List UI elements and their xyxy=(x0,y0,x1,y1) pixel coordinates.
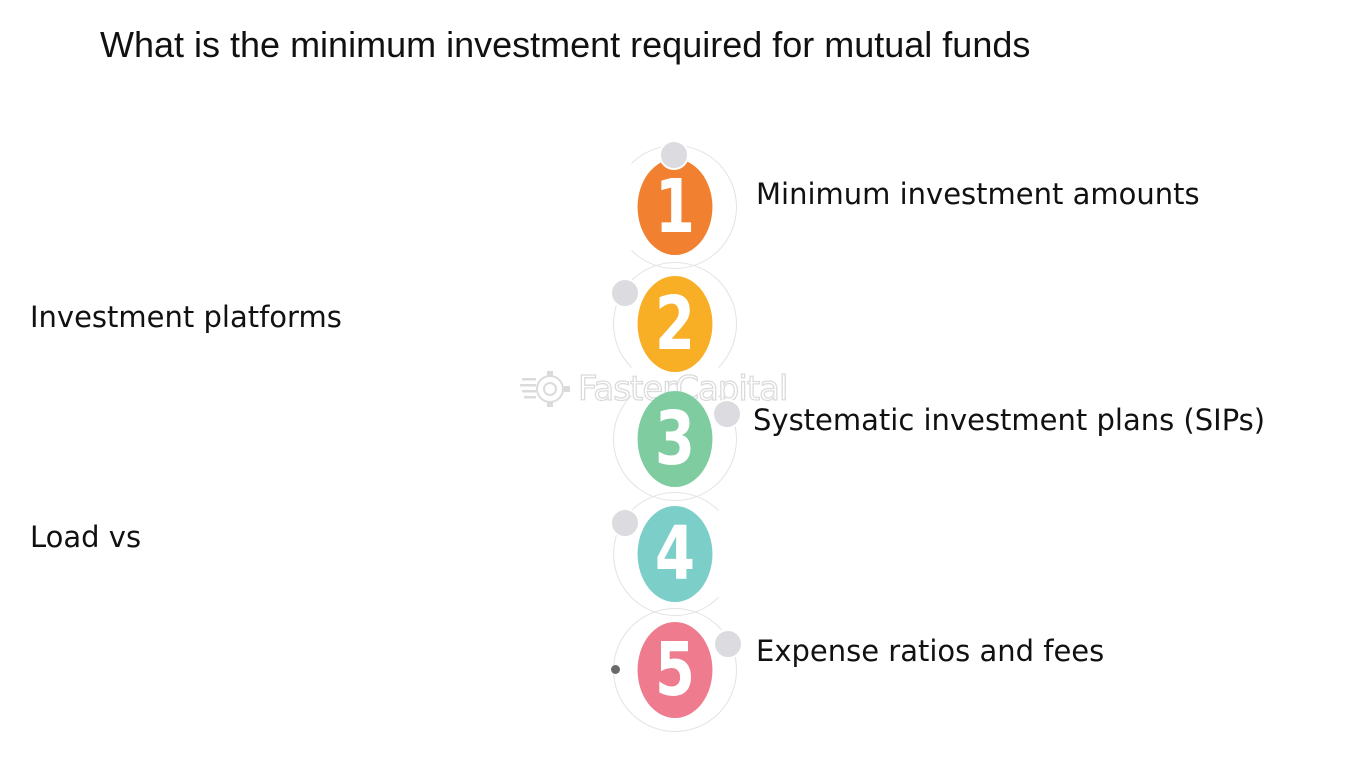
step-2: 2 xyxy=(600,260,750,386)
step-number: 5 xyxy=(637,622,713,718)
step-1: 1 xyxy=(600,140,750,269)
connector-bubble xyxy=(659,140,689,170)
connector-bubble xyxy=(713,629,743,659)
connector-bubble xyxy=(712,399,742,429)
ring-end-dot xyxy=(611,665,620,674)
step-number: 4 xyxy=(637,506,713,602)
step-number: 1 xyxy=(637,159,713,255)
step-1-label: Minimum investment amounts xyxy=(756,177,1200,211)
step-ring xyxy=(613,262,737,386)
step-3-label: Systematic investment plans (SIPs) xyxy=(753,403,1266,437)
step-4: 4 xyxy=(600,490,750,616)
step-4-label: Load vs xyxy=(30,520,142,554)
step-2-label: Investment platforms xyxy=(30,300,342,334)
connector-bubble xyxy=(610,278,640,308)
gear-logo-icon xyxy=(520,371,570,407)
step-number: 2 xyxy=(637,276,713,372)
connector-bubble xyxy=(610,508,640,538)
step-5-label: Expense ratios and fees xyxy=(756,634,1105,668)
step-3: 3 xyxy=(600,375,750,501)
step-5: 5 xyxy=(600,606,750,732)
step-number: 3 xyxy=(637,391,713,487)
page-title: What is the minimum investment required … xyxy=(100,24,1031,65)
